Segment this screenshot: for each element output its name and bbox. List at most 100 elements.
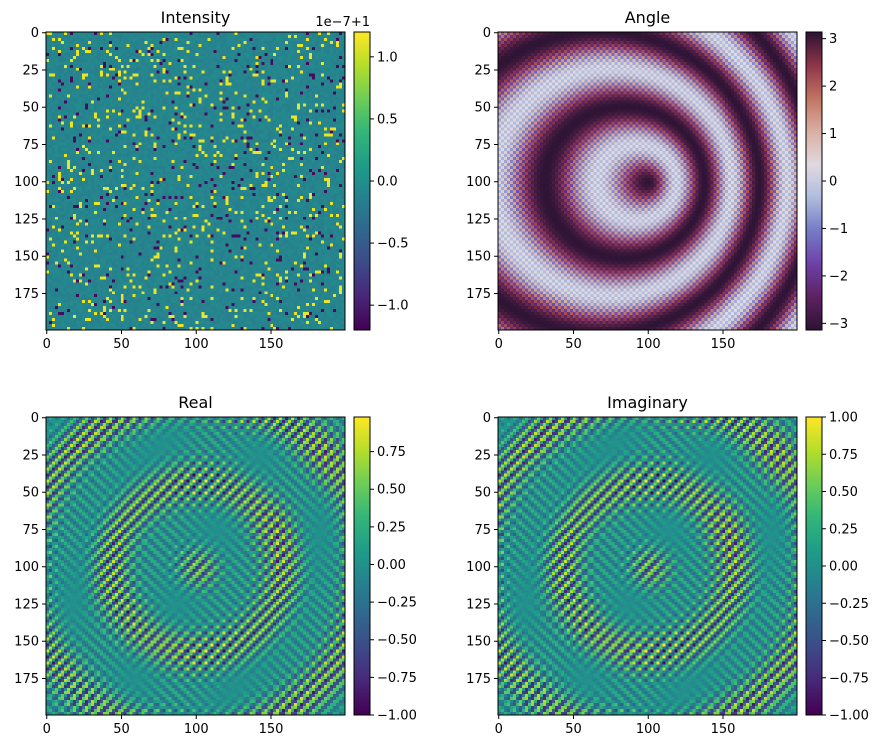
colorbar-tick-label: −0.25: [829, 597, 869, 612]
y-tick-label: 75: [22, 138, 39, 153]
y-tick-label: 25: [22, 448, 39, 463]
colorbar-tick-label: 0.75: [829, 448, 858, 463]
heatmap-image: [498, 417, 797, 715]
y-tick-label: 125: [466, 212, 491, 227]
colorbar-tick-label: −0.50: [377, 633, 417, 648]
colorbar-tick-label: −0.50: [829, 634, 869, 649]
y-tick-label: 175: [466, 287, 491, 302]
colorbar-tick-label: 0.00: [377, 558, 406, 573]
colorbar-tick-label: −0.25: [377, 596, 417, 611]
x-tick-label: 150: [259, 337, 284, 352]
panel-title: Angle: [625, 8, 671, 27]
y-tick-label: 75: [474, 523, 491, 538]
y-tick-label: 125: [14, 212, 39, 227]
y-tick-label: 0: [31, 411, 39, 426]
y-tick-label: 175: [14, 287, 39, 302]
y-tick-label: 125: [14, 597, 39, 612]
heatmap-image: [498, 32, 797, 330]
x-tick-label: 100: [636, 337, 661, 352]
colorbar: [806, 32, 822, 330]
y-tick-label: 150: [466, 250, 491, 265]
axes-frame: [497, 416, 798, 716]
colorbar-offset-text: 1e−7+1: [315, 15, 370, 30]
colorbar-tick-label: 0.0: [377, 175, 398, 190]
x-tick-label: 50: [565, 722, 582, 737]
colorbar-tick-label: 1: [829, 127, 837, 142]
colorbar: [354, 417, 370, 715]
y-tick-label: 175: [14, 672, 39, 687]
colorbar-tick-label: 0.5: [377, 112, 398, 127]
x-tick-label: 0: [43, 337, 51, 352]
y-tick-label: 50: [22, 101, 39, 116]
colorbar-tick-label: 2: [829, 80, 837, 95]
axes-frame: [45, 416, 346, 716]
panel-imaginary: Imaginary 0 50 100 150 0 25 50 75 100 125 150 175 1.0…: [466, 393, 869, 737]
colorbar-tick-label: 1.00: [829, 411, 858, 426]
colorbar-tick-label: 0.50: [829, 485, 858, 500]
axes-frame: [45, 31, 346, 331]
colorbar-tick-label: −0.75: [377, 671, 417, 686]
y-tick-label: 0: [483, 411, 491, 426]
colorbar-tick-label: −1.00: [377, 709, 417, 724]
y-tick-label: 75: [474, 138, 491, 153]
colorbar-tick-label: −3: [829, 317, 848, 332]
heatmap-image: [46, 417, 345, 715]
y-tick-label: 0: [31, 26, 39, 41]
x-tick-label: 50: [113, 337, 130, 352]
y-tick-label: 150: [466, 635, 491, 650]
y-tick-label: 50: [22, 486, 39, 501]
colorbar-tick-label: −1.0: [377, 299, 409, 314]
x-tick-label: 0: [43, 722, 51, 737]
panel-title: Intensity: [161, 8, 231, 27]
x-tick-label: 100: [184, 722, 209, 737]
colorbar-tick-label: 0.50: [377, 483, 406, 498]
colorbar-tick-label: 1.0: [377, 50, 398, 65]
y-tick-label: 75: [22, 523, 39, 538]
axes-frame: [497, 31, 798, 331]
y-tick-label: 175: [466, 672, 491, 687]
x-tick-label: 150: [711, 337, 736, 352]
colorbar-tick-label: −1.00: [829, 709, 869, 724]
colorbar: [354, 32, 370, 330]
x-tick-label: 50: [113, 722, 130, 737]
y-tick-label: 100: [466, 175, 491, 190]
panel-real: Real 0 50 100 150 0 25 50 75 100 125 150 175 0.75 0.50…: [14, 393, 417, 737]
y-tick-label: 100: [466, 560, 491, 575]
colorbar-frame: [353, 416, 371, 716]
x-tick-label: 100: [184, 337, 209, 352]
y-tick-label: 25: [474, 448, 491, 463]
colorbar-tick-label: 3: [829, 32, 837, 47]
y-tick-label: 125: [466, 597, 491, 612]
x-tick-label: 0: [495, 337, 503, 352]
y-tick-label: 150: [14, 635, 39, 650]
y-tick-label: 50: [474, 101, 491, 116]
colorbar-tick-label: −2: [829, 269, 848, 284]
y-tick-label: 50: [474, 486, 491, 501]
x-tick-label: 0: [495, 722, 503, 737]
colorbar-tick-label: 0: [829, 175, 837, 190]
colorbar-tick-label: −1: [829, 222, 848, 237]
colorbar-tick-label: 0.75: [377, 445, 406, 460]
panel-angle: Angle 0 50 100 150 0 25 50 75 100 125 150 175 3 2 1 0 −1 −…: [466, 8, 848, 352]
colorbar-tick-label: 0.25: [829, 522, 858, 537]
colorbar-tick-label: 0.25: [377, 520, 406, 535]
y-tick-label: 100: [14, 560, 39, 575]
heatmap-image: [46, 32, 345, 330]
colorbar-tick-label: −0.75: [829, 671, 869, 686]
panel-title: Real: [178, 393, 213, 412]
y-tick-label: 25: [22, 63, 39, 78]
x-tick-label: 100: [636, 722, 661, 737]
panel-title: Imaginary: [607, 393, 688, 412]
colorbar-tick-label: 0.00: [829, 560, 858, 575]
colorbar-tick-label: −0.5: [377, 237, 409, 252]
x-tick-label: 150: [711, 722, 736, 737]
x-tick-label: 150: [259, 722, 284, 737]
x-tick-label: 50: [565, 337, 582, 352]
colorbar: [806, 417, 822, 715]
y-tick-label: 100: [14, 175, 39, 190]
y-tick-label: 0: [483, 26, 491, 41]
y-tick-label: 25: [474, 63, 491, 78]
panel-intensity: Intensity 0 50 100 150 0 25 50 75 100 125 150 175 1.0…: [14, 8, 408, 352]
y-tick-label: 150: [14, 250, 39, 265]
